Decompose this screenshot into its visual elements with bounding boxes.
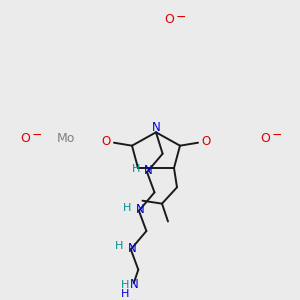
Text: O: O <box>202 135 211 148</box>
Text: H: H <box>115 242 124 251</box>
Text: N: N <box>128 242 137 255</box>
Text: Mo: Mo <box>57 132 75 145</box>
Text: H: H <box>121 280 129 290</box>
Text: N: N <box>152 121 160 134</box>
Text: O: O <box>165 13 174 26</box>
Text: N: N <box>129 278 138 291</box>
Text: −: − <box>272 129 282 142</box>
Text: H: H <box>131 164 140 174</box>
Text: O: O <box>101 135 110 148</box>
Text: H: H <box>123 203 132 213</box>
Text: H: H <box>121 289 129 299</box>
Text: N: N <box>136 203 145 216</box>
Text: N: N <box>144 164 153 178</box>
Text: −: − <box>32 129 42 142</box>
Text: −: − <box>176 11 186 23</box>
Text: O: O <box>261 132 270 145</box>
Text: O: O <box>21 132 30 145</box>
